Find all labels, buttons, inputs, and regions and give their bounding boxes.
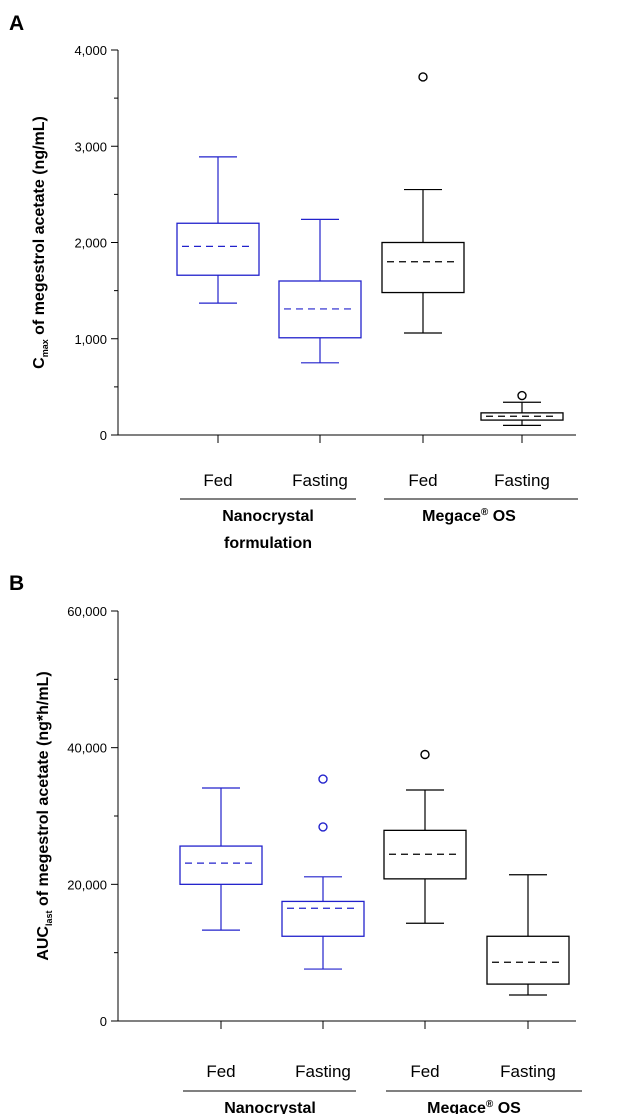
y-axis-label-b: AUClast of megestrol acetate (ng*h/mL) bbox=[35, 671, 54, 960]
panel-label-b: B bbox=[9, 572, 24, 595]
chart-panel-b: B 0 20,000 40,000 60,000 AUClast of megestrol… bbox=[0, 557, 623, 1114]
category-label-b: Fed bbox=[410, 1062, 439, 1081]
y-tick-label-b: 20,000 bbox=[67, 877, 107, 892]
outlier-point bbox=[420, 749, 430, 760]
category-label-a: Fasting bbox=[494, 471, 550, 490]
chart-panel-a: A 0 1,000 2,000 3,000 4,000 Cmax of megestrol … bbox=[9, 12, 578, 552]
group-label-a: Megace® OS bbox=[422, 507, 516, 525]
group-label-a: formulation bbox=[224, 535, 312, 552]
group-label-a: Nanocrystal bbox=[222, 508, 314, 525]
category-label-a: Fed bbox=[203, 471, 232, 490]
iqr-box bbox=[179, 845, 263, 885]
category-label-b: Fasting bbox=[295, 1062, 351, 1081]
y-tick-label-a: 3,000 bbox=[74, 139, 107, 154]
y-tick-label-a: 4,000 bbox=[74, 43, 107, 58]
y-tick-label-b: 60,000 bbox=[67, 604, 107, 619]
box-b-4 bbox=[486, 874, 570, 996]
y-axis-label-a: Cmax of megestrol acetate (ng/mL) bbox=[31, 116, 50, 369]
outlier-point bbox=[318, 822, 328, 832]
box-a-4 bbox=[480, 390, 564, 426]
category-label-b: Fed bbox=[206, 1062, 235, 1081]
chart-b-svg: B 0 20,000 40,000 60,000 AUClast of megestrol… bbox=[9, 572, 582, 1114]
y-tick-label-a: 2,000 bbox=[74, 236, 107, 251]
box-a-3 bbox=[381, 72, 465, 334]
iqr-box bbox=[281, 900, 365, 937]
box-a-1 bbox=[176, 156, 260, 304]
outlier-point bbox=[318, 774, 328, 784]
iqr-box bbox=[381, 241, 465, 294]
category-label-b: Fasting bbox=[500, 1062, 556, 1081]
group-label-b: Megace® OS bbox=[427, 1099, 521, 1114]
y-tick-label-a: 0 bbox=[100, 428, 107, 443]
iqr-box bbox=[486, 935, 570, 985]
outlier-point bbox=[517, 390, 527, 401]
panel-label-a: A bbox=[9, 12, 24, 35]
y-tick-label-b: 40,000 bbox=[67, 741, 107, 756]
iqr-box bbox=[278, 280, 362, 339]
group-label-b: Nanocrystal bbox=[224, 1100, 316, 1114]
box-b-3 bbox=[383, 749, 467, 924]
chart-a-svg: A 0 1,000 2,000 3,000 4,000 Cmax of megestrol … bbox=[9, 12, 578, 552]
y-tick-label-a: 1,000 bbox=[74, 332, 107, 347]
iqr-box bbox=[176, 222, 260, 276]
y-tick-label-b: 0 bbox=[100, 1014, 107, 1029]
box-a-2 bbox=[278, 218, 362, 364]
box-b-2 bbox=[281, 774, 365, 970]
iqr-box bbox=[480, 412, 564, 421]
iqr-box bbox=[383, 829, 467, 880]
category-label-a: Fasting bbox=[292, 471, 348, 490]
category-label-a: Fed bbox=[408, 471, 437, 490]
box-b-1 bbox=[179, 787, 263, 931]
outlier-point bbox=[418, 72, 428, 82]
